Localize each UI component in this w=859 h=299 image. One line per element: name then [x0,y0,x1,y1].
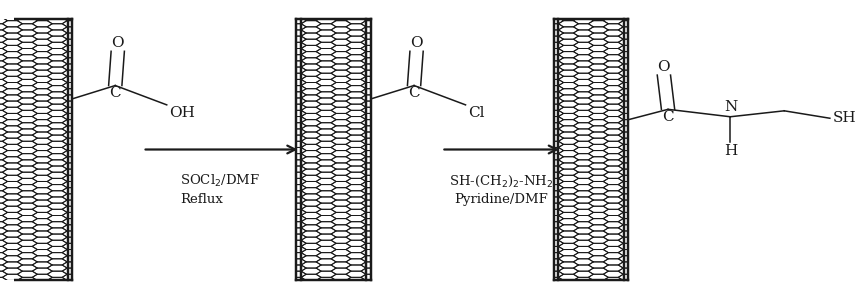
Bar [553,19,628,280]
Text: H: H [723,144,737,158]
Text: OH: OH [169,106,195,120]
Bar [296,19,371,280]
Text: SH-(CH$_2$)$_2$-NH$_2$
Pyridine/DMF: SH-(CH$_2$)$_2$-NH$_2$ Pyridine/DMF [449,173,553,205]
Text: SOCl$_2$/DMF
Reflux: SOCl$_2$/DMF Reflux [180,173,259,206]
Text: Cl: Cl [468,106,484,120]
Text: O: O [112,36,124,50]
Text: C: C [408,86,420,100]
Text: C: C [109,86,121,100]
Text: SH: SH [832,111,856,125]
Bar [0,19,72,280]
Text: O: O [411,36,423,50]
Text: O: O [658,60,670,74]
Text: N: N [724,100,738,115]
Text: C: C [662,110,673,124]
